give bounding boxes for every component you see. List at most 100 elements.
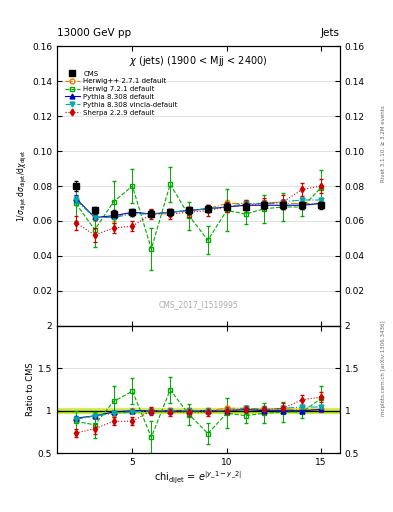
Pythia 8.308 default (281, 202, 286, 208)
Herwig 7.2.1 default (168, 181, 173, 187)
Line: Herwig 7.2.1 default: Herwig 7.2.1 default (73, 182, 323, 251)
Herwig 7.2.1 default (187, 212, 191, 219)
Y-axis label: $1/\sigma_\mathrm{dijet}\,\mathrm{d}\sigma_\mathrm{dijet}/\mathrm{d}\chi_\mathrm: $1/\sigma_\mathrm{dijet}\,\mathrm{d}\sig… (16, 150, 29, 222)
Pythia 8.308 default (73, 195, 78, 201)
CMS (187, 207, 191, 214)
Pythia 8.308 default (206, 206, 210, 212)
Y-axis label: Ratio to CMS: Ratio to CMS (26, 362, 35, 416)
CMS (243, 204, 248, 210)
Herwig++ 2.7.1 default (319, 200, 323, 206)
Pythia 8.308 vincia-default (319, 197, 323, 203)
Sherpa 2.2.9 default (300, 186, 305, 193)
CMS (206, 206, 210, 212)
Herwig 7.2.1 default (224, 207, 229, 214)
Herwig++ 2.7.1 default (300, 200, 305, 206)
Line: Pythia 8.308 default: Pythia 8.308 default (73, 196, 323, 220)
Text: CMS_2017_I1519995: CMS_2017_I1519995 (159, 300, 238, 309)
Herwig 7.2.1 default (243, 211, 248, 217)
Pythia 8.308 vincia-default (224, 204, 229, 210)
Herwig++ 2.7.1 default (149, 211, 154, 217)
Sherpa 2.2.9 default (130, 223, 135, 229)
Herwig 7.2.1 default (206, 237, 210, 243)
Sherpa 2.2.9 default (243, 202, 248, 208)
Pythia 8.308 vincia-default (262, 200, 267, 206)
Pythia 8.308 vincia-default (149, 211, 154, 217)
Text: Jets: Jets (321, 28, 340, 38)
Herwig++ 2.7.1 default (187, 207, 191, 214)
Line: CMS: CMS (73, 183, 324, 217)
Legend: CMS, Herwig++ 2.7.1 default, Herwig 7.2.1 default, Pythia 8.308 default, Pythia : CMS, Herwig++ 2.7.1 default, Herwig 7.2.… (63, 69, 179, 117)
CMS (149, 211, 154, 217)
Herwig 7.2.1 default (319, 185, 323, 191)
Pythia 8.308 default (300, 202, 305, 208)
Sherpa 2.2.9 default (149, 211, 154, 217)
Herwig 7.2.1 default (130, 183, 135, 189)
Sherpa 2.2.9 default (319, 183, 323, 189)
Text: $\chi$ (jets) (1900 < Mjj < 2400): $\chi$ (jets) (1900 < Mjj < 2400) (129, 54, 268, 69)
Pythia 8.308 vincia-default (111, 215, 116, 221)
Herwig 7.2.1 default (281, 204, 286, 210)
Sherpa 2.2.9 default (168, 211, 173, 217)
Herwig++ 2.7.1 default (262, 200, 267, 206)
Herwig++ 2.7.1 default (130, 209, 135, 216)
Pythia 8.308 default (130, 209, 135, 216)
Herwig++ 2.7.1 default (111, 215, 116, 221)
Sherpa 2.2.9 default (73, 220, 78, 226)
CMS (319, 202, 323, 208)
Text: mcplots.cern.ch [arXiv:1306.3436]: mcplots.cern.ch [arXiv:1306.3436] (381, 321, 386, 416)
Sherpa 2.2.9 default (224, 204, 229, 210)
Herwig 7.2.1 default (262, 206, 267, 212)
Pythia 8.308 vincia-default (187, 207, 191, 214)
CMS (300, 202, 305, 208)
Herwig++ 2.7.1 default (224, 200, 229, 206)
Sherpa 2.2.9 default (206, 207, 210, 214)
Pythia 8.308 vincia-default (243, 200, 248, 206)
Sherpa 2.2.9 default (281, 199, 286, 205)
Pythia 8.308 vincia-default (300, 197, 305, 203)
Line: Sherpa 2.2.9 default: Sherpa 2.2.9 default (73, 184, 323, 238)
Herwig++ 2.7.1 default (168, 209, 173, 216)
Pythia 8.308 vincia-default (92, 215, 97, 221)
Pythia 8.308 vincia-default (168, 209, 173, 216)
Pythia 8.308 vincia-default (73, 197, 78, 203)
Pythia 8.308 default (224, 204, 229, 210)
Pythia 8.308 default (92, 215, 97, 221)
CMS (130, 209, 135, 216)
Herwig 7.2.1 default (149, 246, 154, 252)
Herwig 7.2.1 default (92, 227, 97, 233)
Text: Rivet 3.1.10, ≥ 3.2M events: Rivet 3.1.10, ≥ 3.2M events (381, 105, 386, 182)
CMS (224, 204, 229, 210)
Pythia 8.308 vincia-default (206, 206, 210, 212)
CMS (92, 207, 97, 214)
Pythia 8.308 vincia-default (130, 211, 135, 217)
Pythia 8.308 default (262, 202, 267, 208)
CMS (111, 211, 116, 217)
Herwig++ 2.7.1 default (243, 200, 248, 206)
Text: 13000 GeV pp: 13000 GeV pp (57, 28, 131, 38)
Herwig++ 2.7.1 default (206, 206, 210, 212)
Pythia 8.308 default (187, 207, 191, 214)
Pythia 8.308 default (149, 211, 154, 217)
Herwig++ 2.7.1 default (73, 197, 78, 203)
Herwig++ 2.7.1 default (92, 215, 97, 221)
Pythia 8.308 default (319, 200, 323, 206)
Herwig 7.2.1 default (300, 204, 305, 210)
CMS (281, 202, 286, 208)
CMS (73, 183, 78, 189)
Line: Herwig++ 2.7.1 default: Herwig++ 2.7.1 default (73, 198, 323, 220)
X-axis label: chi$_\mathregular{dijet}$ = $e^{|y\_1-y\_2|}$: chi$_\mathregular{dijet}$ = $e^{|y\_1-y\… (154, 470, 242, 486)
Pythia 8.308 default (111, 212, 116, 219)
Herwig 7.2.1 default (73, 200, 78, 206)
CMS (168, 209, 173, 216)
Sherpa 2.2.9 default (92, 232, 97, 238)
Sherpa 2.2.9 default (187, 209, 191, 216)
Herwig++ 2.7.1 default (281, 200, 286, 206)
CMS (262, 202, 267, 208)
Sherpa 2.2.9 default (262, 200, 267, 206)
Pythia 8.308 default (243, 202, 248, 208)
Pythia 8.308 vincia-default (281, 199, 286, 205)
Sherpa 2.2.9 default (111, 225, 116, 231)
Line: Pythia 8.308 vincia-default: Pythia 8.308 vincia-default (73, 198, 323, 220)
Pythia 8.308 default (168, 209, 173, 216)
Herwig 7.2.1 default (111, 199, 116, 205)
